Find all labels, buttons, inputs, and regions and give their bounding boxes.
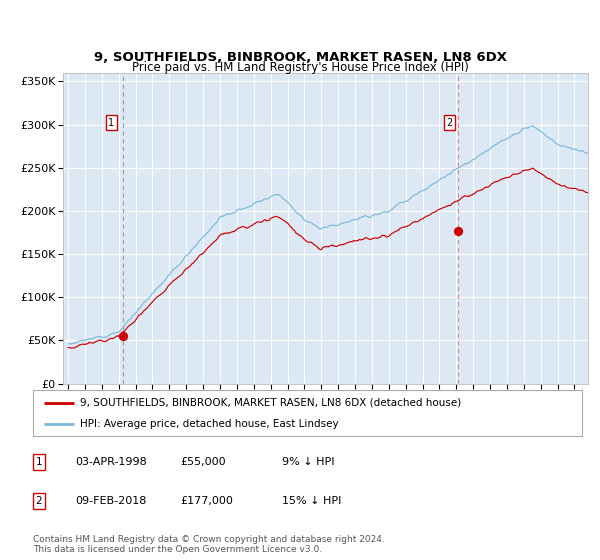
Text: 15% ↓ HPI: 15% ↓ HPI (282, 496, 341, 506)
Text: 1: 1 (108, 118, 114, 128)
Text: HPI: Average price, detached house, East Lindsey: HPI: Average price, detached house, East… (80, 419, 338, 429)
Text: £177,000: £177,000 (180, 496, 233, 506)
Point (453, 226, 463, 235)
Text: 03-APR-1998: 03-APR-1998 (75, 457, 147, 467)
Point (118, 332, 128, 340)
Text: £55,000: £55,000 (180, 457, 226, 467)
Text: 9% ↓ HPI: 9% ↓ HPI (282, 457, 335, 467)
Text: Price paid vs. HM Land Registry's House Price Index (HPI): Price paid vs. HM Land Registry's House … (131, 61, 469, 74)
Text: 2: 2 (35, 496, 43, 506)
Text: 2: 2 (446, 118, 453, 128)
Text: 9, SOUTHFIELDS, BINBROOK, MARKET RASEN, LN8 6DX: 9, SOUTHFIELDS, BINBROOK, MARKET RASEN, … (94, 52, 506, 64)
Text: 9, SOUTHFIELDS, BINBROOK, MARKET RASEN, LN8 6DX (detached house): 9, SOUTHFIELDS, BINBROOK, MARKET RASEN, … (80, 398, 461, 408)
Text: Contains HM Land Registry data © Crown copyright and database right 2024.
This d: Contains HM Land Registry data © Crown c… (33, 535, 385, 554)
Text: 1: 1 (35, 457, 43, 467)
Text: 09-FEB-2018: 09-FEB-2018 (75, 496, 146, 506)
